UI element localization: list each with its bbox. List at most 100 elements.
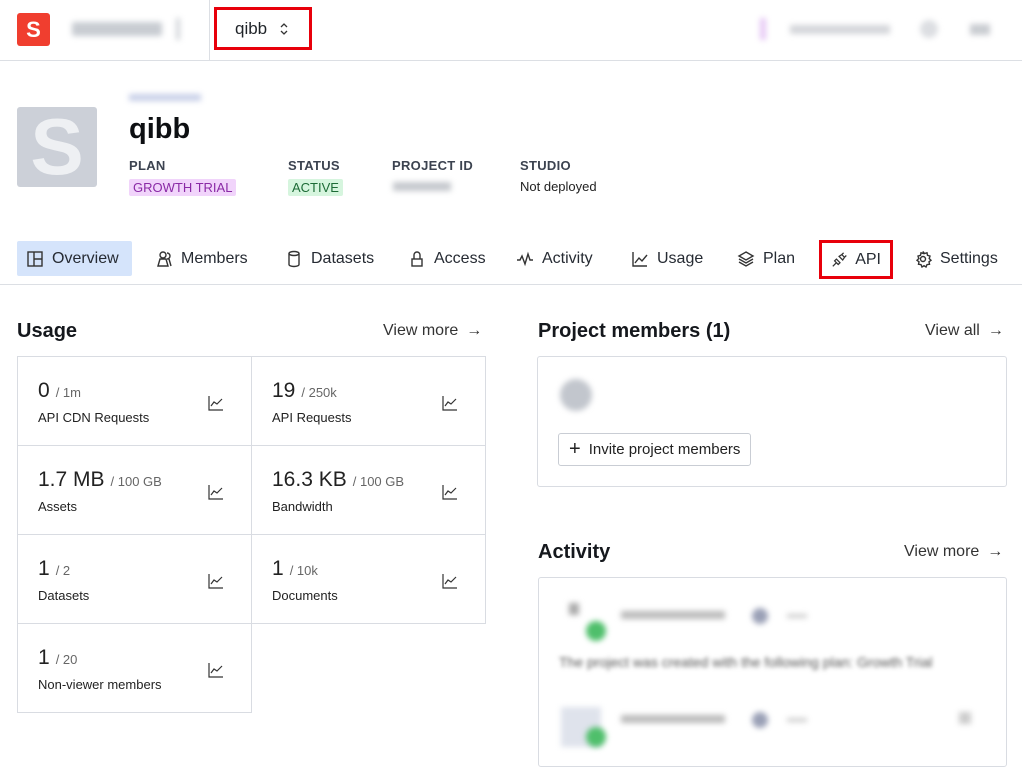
activity-view-more-link[interactable]: View more →	[904, 543, 1004, 560]
usage-grid: 0/ 1m API CDN Requests 19/ 250k API Requ…	[17, 356, 486, 713]
trial-indicator[interactable]	[760, 18, 766, 40]
studio-value: Not deployed	[520, 179, 597, 194]
chart-icon[interactable]	[208, 573, 224, 589]
usage-label: Bandwidth	[272, 499, 333, 514]
activity-user	[787, 718, 807, 722]
usage-value: 1/ 20	[38, 646, 78, 669]
usage-value: 19/ 250k	[272, 379, 337, 402]
project-id-label: PROJECT ID	[392, 158, 474, 173]
chart-icon[interactable]	[208, 662, 224, 678]
organization-switcher[interactable]	[72, 22, 162, 36]
project-id-value[interactable]	[393, 182, 451, 191]
usage-limit: / 100 GB	[110, 474, 162, 489]
lock-icon	[411, 250, 423, 267]
status-dot-icon	[586, 727, 606, 747]
activity-avatar	[752, 712, 768, 728]
top-bar: S qibb	[0, 0, 1022, 61]
chart-icon[interactable]	[442, 484, 458, 500]
trial-text	[790, 25, 890, 34]
project-selector[interactable]: qibb	[214, 7, 312, 50]
tab-settings[interactable]: Settings	[905, 241, 1007, 276]
usage-label: API CDN Requests	[38, 410, 150, 425]
usage-label: Datasets	[38, 588, 90, 603]
page-title: qibb	[129, 113, 191, 145]
invite-members-button[interactable]: + Invite project members	[558, 433, 752, 466]
chart-icon[interactable]	[442, 573, 458, 589]
chevron-icon	[176, 18, 180, 40]
usage-value: 1.7 MB/ 100 GB	[38, 468, 162, 491]
status-badge: ACTIVE	[288, 179, 343, 196]
chart-icon[interactable]	[208, 395, 224, 411]
activity-user-icon	[569, 603, 579, 615]
tab-plan[interactable]: Plan	[728, 241, 804, 276]
tab-usage[interactable]: Usage	[622, 241, 712, 276]
usage-limit: / 2	[55, 563, 71, 578]
usage-limit: / 1m	[55, 385, 81, 400]
usage-stat-card: 1/ 20 Non-viewer members	[18, 624, 252, 713]
activity-title: Activity	[538, 541, 611, 563]
chart-icon[interactable]	[442, 395, 458, 411]
usage-label: API Requests	[272, 410, 352, 425]
tab-overview[interactable]: Overview	[17, 241, 132, 276]
tab-activity[interactable]: Activity	[507, 241, 602, 276]
tab-members[interactable]: Members	[146, 241, 257, 276]
arrow-right-icon: →	[987, 543, 1004, 560]
usage-stat-card: 1/ 2 Datasets	[18, 535, 252, 624]
tab-access[interactable]: Access	[399, 241, 495, 276]
usage-stat-card: 19/ 250k API Requests	[252, 357, 486, 446]
activity-user	[787, 614, 807, 618]
users-icon	[157, 250, 172, 267]
usage-view-more-link[interactable]: View more →	[383, 322, 483, 339]
arrow-right-icon: →	[466, 322, 483, 339]
chart-icon[interactable]	[208, 484, 224, 500]
tab-datasets[interactable]: Datasets	[276, 241, 383, 276]
user-avatar[interactable]	[970, 24, 990, 35]
usage-title: Usage	[17, 320, 78, 342]
database-icon	[288, 250, 300, 267]
usage-limit: / 100 GB	[352, 474, 405, 489]
gear-icon	[915, 250, 932, 268]
usage-stat-card: 1/ 10k Documents	[252, 535, 486, 624]
activity-icon	[517, 251, 533, 266]
member-avatar[interactable]	[560, 379, 592, 411]
usage-value: 0/ 1m	[38, 379, 81, 402]
usage-value: 16.3 KB/ 100 GB	[272, 468, 405, 491]
arrow-right-icon: →	[987, 322, 1004, 339]
project-avatar: S	[17, 102, 97, 191]
chart-icon	[632, 251, 648, 267]
usage-stat-card: 1.7 MB/ 100 GB Assets	[18, 446, 252, 535]
status-dot-icon	[586, 621, 606, 641]
app-logo[interactable]: S	[17, 13, 50, 46]
layout-icon	[27, 250, 43, 267]
plan-label: PLAN	[129, 158, 166, 173]
plug-icon	[832, 251, 847, 267]
status-label: STATUS	[288, 158, 340, 173]
usage-value: 1/ 10k	[272, 557, 318, 580]
studio-label: STUDIO	[520, 158, 571, 173]
tab-api[interactable]: API	[819, 240, 893, 279]
usage-stat-card: 16.3 KB/ 100 GB Bandwidth	[252, 446, 486, 535]
members-card: + Invite project members	[537, 356, 1007, 487]
members-view-all-link[interactable]: View all →	[925, 322, 1004, 339]
stack-icon	[737, 250, 755, 267]
open-icon[interactable]	[959, 712, 971, 724]
help-icon[interactable]	[920, 20, 938, 38]
project-tabs: Overview Members Datasets Access Activit…	[0, 240, 1022, 285]
plus-icon: +	[569, 438, 581, 460]
activity-text: The project was created with the followi…	[559, 654, 933, 670]
plan-badge: GROWTH TRIAL	[129, 179, 237, 196]
divider	[209, 0, 210, 60]
breadcrumb[interactable]	[129, 94, 201, 101]
activity-timestamp	[621, 611, 725, 619]
usage-value: 1/ 2	[38, 557, 71, 580]
activity-timestamp	[621, 715, 725, 723]
members-title: Project members (1)	[538, 320, 731, 342]
chevron-up-down-icon	[280, 22, 288, 35]
usage-label: Assets	[38, 499, 78, 514]
usage-label: Non-viewer members	[38, 677, 162, 692]
activity-card: The project was created with the followi…	[538, 577, 1007, 767]
usage-limit: / 250k	[301, 385, 337, 400]
usage-label: Documents	[272, 588, 338, 603]
usage-limit: / 20	[55, 652, 78, 667]
usage-stat-card: 0/ 1m API CDN Requests	[18, 357, 252, 446]
